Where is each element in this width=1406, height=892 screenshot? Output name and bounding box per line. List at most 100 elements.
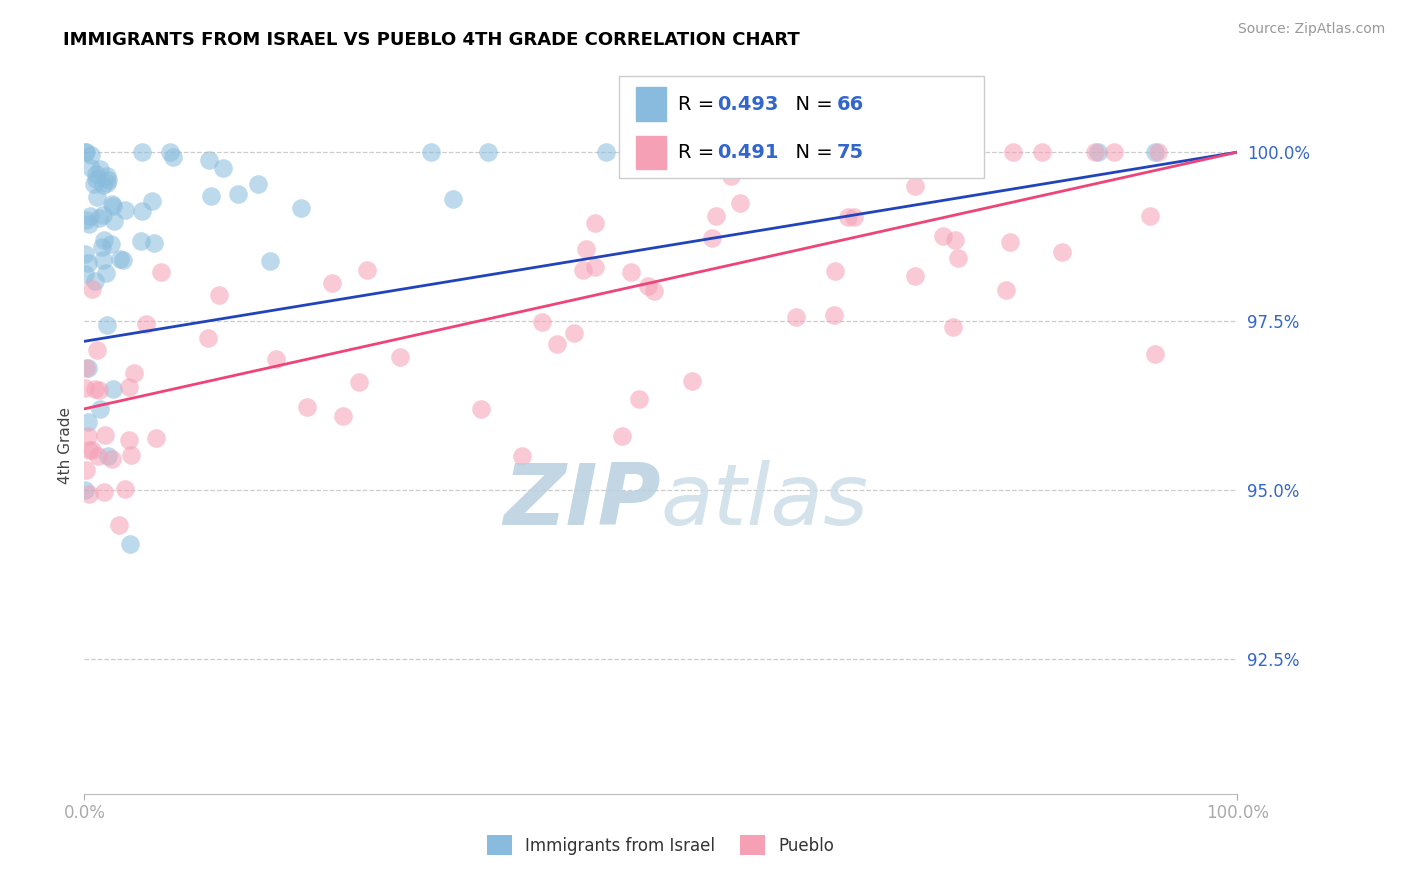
- Point: [112, 253, 135, 268]
- Point: [995, 283, 1018, 297]
- Point: [108, 518, 131, 533]
- Point: [114, 482, 136, 496]
- Point: [114, 203, 136, 218]
- Point: [100, 237, 122, 252]
- Point: [619, 264, 641, 278]
- Point: [131, 203, 153, 218]
- Point: [547, 336, 569, 351]
- Point: [91, 178, 114, 192]
- Point: [122, 366, 145, 380]
- Point: [93, 428, 115, 442]
- Point: [118, 434, 141, 448]
- Point: [610, 429, 633, 443]
- Point: [837, 210, 859, 224]
- Point: [142, 235, 165, 250]
- Point: [97, 449, 120, 463]
- Point: [785, 310, 807, 324]
- Point: [356, 263, 378, 277]
- Point: [212, 161, 235, 175]
- Point: [628, 392, 651, 407]
- Point: [332, 409, 354, 423]
- Point: [844, 210, 866, 224]
- Point: [77, 442, 100, 457]
- Point: [290, 201, 312, 215]
- Point: [89, 384, 111, 398]
- Point: [73, 268, 96, 282]
- Point: [1084, 145, 1107, 160]
- Text: IMMIGRANTS FROM ISRAEL VS PUEBLO 4TH GRADE CORRELATION CHART: IMMIGRANTS FROM ISRAEL VS PUEBLO 4TH GRA…: [63, 31, 800, 49]
- Point: [80, 147, 103, 161]
- Text: atlas: atlas: [661, 460, 869, 543]
- Point: [1102, 145, 1125, 160]
- Point: [583, 216, 606, 230]
- Point: [149, 264, 172, 278]
- Point: [73, 247, 96, 261]
- Point: [643, 284, 665, 298]
- Point: [347, 375, 370, 389]
- Point: [83, 382, 105, 396]
- Point: [420, 145, 443, 160]
- Point: [652, 145, 675, 160]
- Point: [247, 177, 270, 191]
- Point: [75, 463, 97, 477]
- Point: [1144, 145, 1167, 160]
- Point: [159, 145, 181, 160]
- Point: [1143, 347, 1166, 361]
- Point: [75, 212, 97, 227]
- Point: [259, 254, 281, 268]
- Point: [145, 431, 167, 445]
- Point: [101, 382, 124, 396]
- Point: [321, 277, 343, 291]
- Point: [704, 209, 727, 223]
- Point: [86, 343, 108, 357]
- Point: [823, 308, 845, 322]
- Point: [162, 150, 184, 164]
- Text: 75: 75: [837, 143, 863, 162]
- Point: [198, 153, 221, 168]
- Point: [575, 242, 598, 256]
- Point: [100, 451, 122, 466]
- Point: [120, 537, 142, 551]
- Point: [583, 260, 606, 275]
- Point: [101, 197, 124, 211]
- Text: R =: R =: [678, 95, 720, 114]
- Point: [108, 252, 131, 266]
- Point: [200, 189, 222, 203]
- Point: [73, 483, 96, 497]
- Point: [76, 256, 98, 270]
- Point: [80, 161, 103, 175]
- Point: [75, 145, 97, 160]
- Point: [93, 233, 115, 247]
- Point: [595, 145, 617, 160]
- Point: [942, 319, 965, 334]
- Point: [477, 145, 499, 160]
- Point: [96, 176, 118, 190]
- Point: [89, 162, 111, 177]
- Point: [96, 318, 118, 332]
- Point: [1147, 145, 1170, 160]
- Point: [76, 361, 98, 376]
- Point: [77, 429, 100, 443]
- Point: [208, 288, 231, 302]
- Point: [79, 487, 101, 501]
- Y-axis label: 4th Grade: 4th Grade: [58, 408, 73, 484]
- Text: R =: R =: [678, 143, 720, 162]
- Point: [87, 450, 110, 464]
- Point: [89, 401, 111, 416]
- Point: [77, 415, 100, 429]
- Point: [637, 278, 659, 293]
- Point: [84, 172, 107, 186]
- Point: [389, 351, 412, 365]
- Point: [118, 380, 141, 394]
- Point: [197, 330, 219, 344]
- Point: [681, 374, 703, 388]
- Point: [129, 234, 152, 248]
- Point: [904, 179, 927, 194]
- Point: [96, 169, 118, 183]
- Point: [96, 267, 118, 281]
- Point: [658, 145, 681, 160]
- Text: 66: 66: [837, 95, 863, 114]
- Point: [93, 485, 115, 500]
- Point: [755, 145, 778, 160]
- Text: 0.491: 0.491: [717, 143, 779, 162]
